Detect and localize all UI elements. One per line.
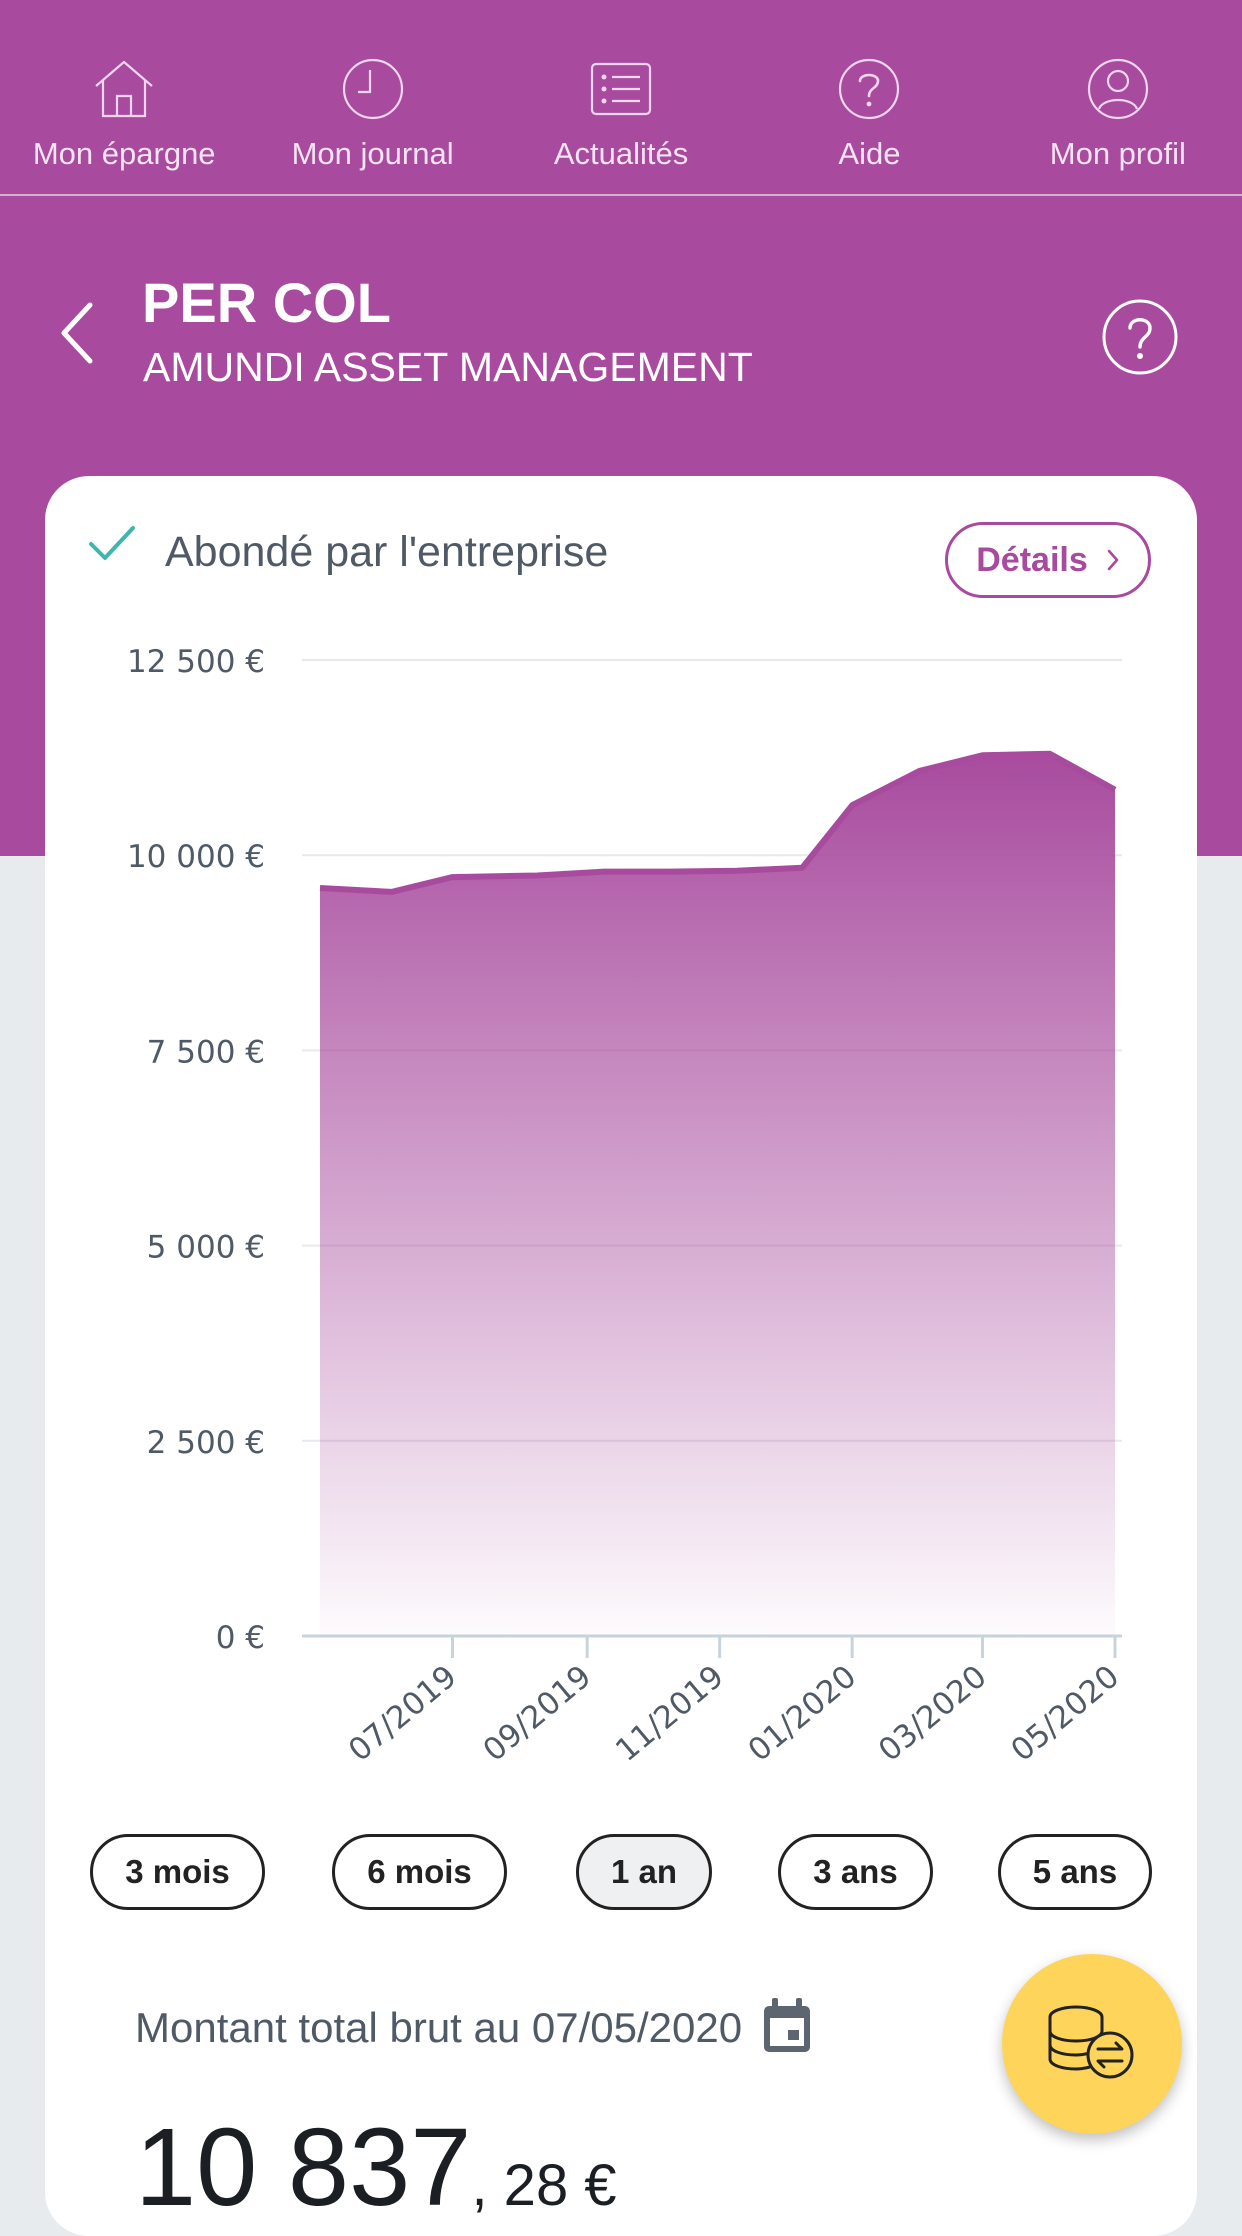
x-tick-label: 03/2020: [872, 1659, 994, 1769]
nav-item-actualites[interactable]: Actualités: [497, 0, 745, 194]
page-title: PER COL: [142, 271, 391, 334]
check-icon: [89, 526, 135, 560]
coins-exchange-icon: [1048, 2005, 1134, 2079]
total-amount: 10 837, 28 €: [135, 2104, 617, 2231]
transaction-fab-button[interactable]: [1002, 1954, 1182, 2134]
clock-icon: [342, 58, 403, 120]
series-line: [319, 750, 1117, 895]
nav-item-aide[interactable]: Aide: [745, 0, 993, 194]
x-tick-label: 01/2020: [742, 1659, 864, 1769]
series-area: [320, 753, 1115, 1636]
x-tick-label: 11/2019: [609, 1659, 731, 1769]
user-icon: [1087, 58, 1148, 120]
y-tick-label: 10 000 €: [127, 839, 265, 875]
y-tick-label: 2 500 €: [147, 1425, 265, 1461]
period-selector: 3 mois 6 mois 1 an 3 ans 5 ans: [45, 1834, 1197, 1910]
x-tick-label: 05/2020: [1004, 1659, 1126, 1769]
details-label: Détails: [976, 540, 1088, 579]
nav-label: Mon épargne: [32, 136, 216, 171]
nav-item-mon-profil[interactable]: Mon profil: [994, 0, 1242, 194]
calendar-icon[interactable]: [758, 1996, 816, 2058]
period-6-mois[interactable]: 6 mois: [332, 1834, 507, 1910]
y-tick-label: 7 500 €: [147, 1034, 265, 1070]
x-tick-label: 07/2019: [342, 1659, 464, 1769]
performance-chart: 0 € 2 500 € 5 000 € 7 500 € 10 000 € 12 500 €…: [127, 644, 1126, 1769]
page-subtitle: AMUNDI ASSET MANAGEMENT: [143, 344, 753, 390]
nav-item-mon-epargne[interactable]: Mon épargne: [0, 0, 248, 194]
chevron-left-icon: [61, 302, 93, 364]
total-amount-integer: 10 837: [135, 2106, 472, 2229]
x-tick-label: 09/2019: [477, 1659, 599, 1769]
nav-label: Mon journal: [291, 136, 454, 171]
period-3-ans[interactable]: 3 ans: [778, 1834, 933, 1910]
period-3-mois[interactable]: 3 mois: [90, 1834, 265, 1910]
nav-label: Mon profil: [1049, 136, 1186, 171]
details-button[interactable]: Détails: [945, 522, 1151, 598]
nav-label: Actualités: [553, 136, 689, 171]
help-circle-icon: [1102, 299, 1178, 375]
nav-item-mon-journal[interactable]: Mon journal: [248, 0, 496, 194]
total-label: Montant total brut au 07/05/2020: [135, 2004, 743, 2051]
news-list-icon: [590, 62, 652, 116]
period-1-an[interactable]: 1 an: [576, 1834, 712, 1910]
help-icon: [839, 58, 900, 120]
abonde-label: Abondé par l'entreprise: [165, 528, 609, 576]
y-tick-label: 5 000 €: [147, 1230, 265, 1266]
chevron-right-icon: [1107, 549, 1119, 571]
fund-card: Abondé par l'entreprise Détails 0 € 2 500…: [45, 476, 1197, 2236]
nav-label: Aide: [838, 136, 901, 171]
y-tick-label: 0 €: [216, 1620, 265, 1656]
help-button[interactable]: [1092, 262, 1188, 412]
total-amount-decimal: , 28 €: [471, 2153, 617, 2218]
back-button[interactable]: [40, 258, 116, 408]
home-icon: [95, 60, 153, 118]
top-navigation: Mon épargne Mon journal Actualités Aide: [0, 0, 1242, 196]
y-tick-label: 12 500 €: [127, 644, 265, 680]
period-5-ans[interactable]: 5 ans: [998, 1834, 1152, 1910]
